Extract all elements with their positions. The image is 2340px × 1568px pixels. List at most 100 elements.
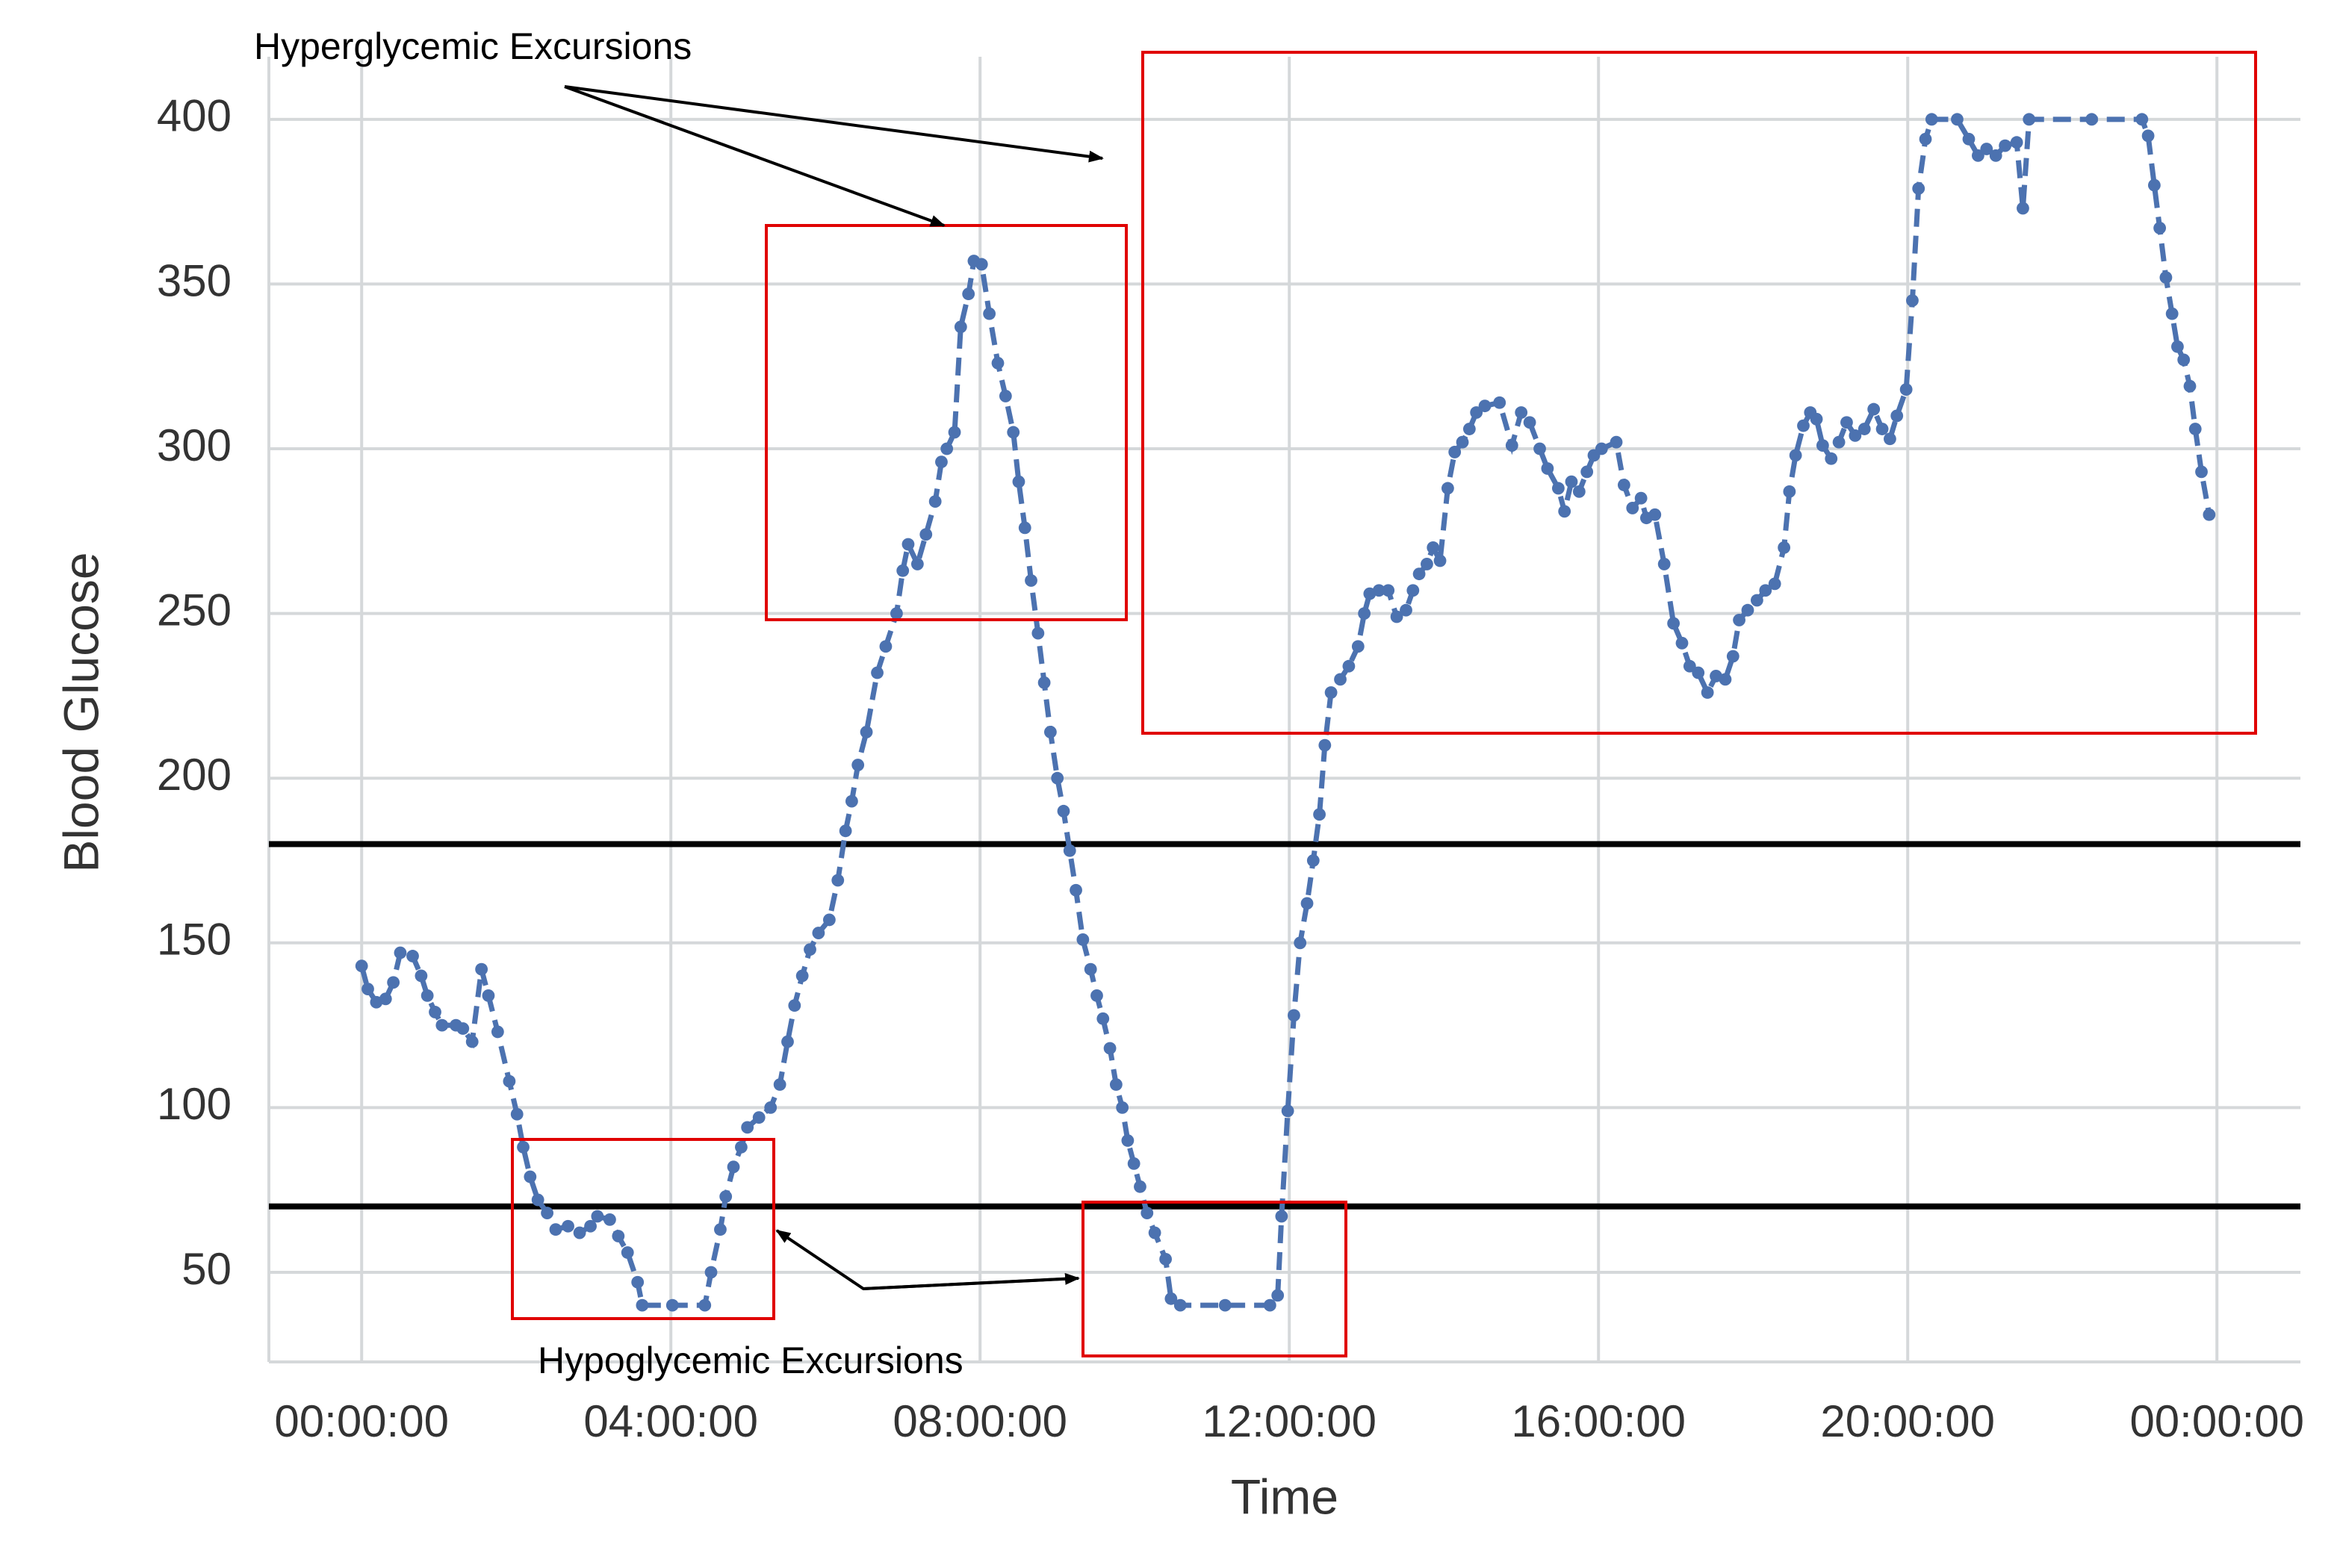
data-point (734, 1140, 748, 1154)
data-point (1173, 1298, 1187, 1312)
data-point (510, 1107, 524, 1121)
data-point (1043, 726, 1057, 738)
data-point (1890, 409, 1904, 423)
data-point (1318, 738, 1332, 752)
data-point (517, 1140, 530, 1154)
data-point (549, 1223, 562, 1236)
data-point (1962, 132, 1976, 146)
data-point (2165, 307, 2179, 320)
data-point (1400, 603, 1412, 617)
data-point (379, 992, 392, 1006)
arrow (863, 1272, 1080, 1290)
highlight-box (511, 1138, 775, 1320)
data-point (406, 950, 419, 962)
data-point (1523, 416, 1536, 429)
data-point (1294, 936, 1307, 950)
data-point (1372, 584, 1385, 597)
y-tick-label: 300 (157, 420, 232, 470)
highlight-box (1141, 51, 2257, 735)
data-point (1768, 577, 1781, 591)
data-point (1925, 113, 1938, 126)
x-tick-label: 00:00:00 (2129, 1396, 2304, 1446)
data-point (1875, 423, 1889, 435)
data-point (1617, 479, 1630, 491)
data-point (1140, 1207, 1154, 1219)
data-point (804, 943, 816, 956)
data-point (928, 495, 942, 508)
data-point (1342, 659, 1356, 673)
data-point (1127, 1157, 1140, 1170)
data-point (935, 455, 948, 469)
annotation: Hyperglycemic Excursions (254, 25, 692, 67)
y-tick-label: 50 (181, 1244, 232, 1294)
data-point (1051, 771, 1064, 785)
data-point (1063, 844, 1076, 857)
data-point (975, 258, 988, 271)
data-point (1427, 541, 1440, 554)
data-point (1667, 617, 1680, 630)
data-point (1816, 439, 1829, 452)
data-point (1159, 1252, 1173, 1266)
data-point (1989, 149, 2002, 162)
data-point (1462, 423, 1476, 435)
data-point (962, 287, 975, 301)
data-point (1441, 482, 1454, 495)
data-point (1025, 574, 1037, 587)
data-point (603, 1213, 616, 1226)
data-point (1580, 465, 1594, 479)
data-point (1999, 139, 2012, 152)
data-point (1057, 804, 1070, 818)
data-point (1090, 989, 1103, 1002)
data-point (636, 1298, 649, 1312)
x-tick-label: 20:00:00 (1820, 1396, 1995, 1446)
data-point (420, 989, 434, 1002)
data-point (919, 528, 933, 541)
data-point (1421, 558, 1433, 570)
data-point (1288, 1009, 1300, 1022)
data-point (2017, 202, 2029, 215)
data-point (2153, 222, 2167, 234)
data-point (1324, 686, 1338, 699)
data-point (1406, 584, 1420, 597)
data-point (839, 824, 852, 838)
data-point (1313, 808, 1326, 821)
data-point (631, 1275, 645, 1289)
data-point (1726, 650, 1740, 663)
data-point (435, 1018, 449, 1032)
data-point (1351, 640, 1365, 653)
data-point (2141, 129, 2155, 143)
data-point (1595, 442, 1608, 455)
x-tick-label: 08:00:00 (893, 1396, 1067, 1446)
x-tick-label: 16:00:00 (1511, 1396, 1686, 1446)
data-point (541, 1207, 554, 1219)
excursion-boxes (511, 51, 2257, 1357)
data-point (1858, 423, 1871, 435)
data-point (1733, 614, 1745, 626)
data-point (1849, 429, 1862, 442)
data-point (1121, 1134, 1135, 1147)
data-point (845, 794, 858, 808)
data-point (1980, 143, 1993, 155)
data-point (1972, 149, 1984, 162)
annotation: Hypoglycemic Excursions (538, 1340, 963, 1381)
data-point (1759, 584, 1772, 597)
data-point (1334, 673, 1347, 686)
y-tick-label: 400 (157, 91, 232, 141)
data-point (727, 1160, 740, 1174)
data-point (2147, 178, 2161, 192)
y-tick-label: 100 (157, 1079, 232, 1129)
x-tick-label: 12:00:00 (1202, 1396, 1377, 1446)
data-point (1825, 452, 1838, 465)
data-point (584, 1219, 597, 1233)
data-point (465, 1035, 479, 1048)
data-point (795, 969, 809, 983)
data-point (719, 1190, 733, 1203)
data-point (387, 976, 400, 989)
data-point (714, 1223, 727, 1236)
data-point (1448, 446, 1462, 458)
data-point (1218, 1298, 1232, 1312)
data-point (1148, 1226, 1161, 1239)
data-point (1358, 607, 1371, 620)
data-point (1390, 610, 1403, 623)
data-point (1675, 636, 1689, 650)
